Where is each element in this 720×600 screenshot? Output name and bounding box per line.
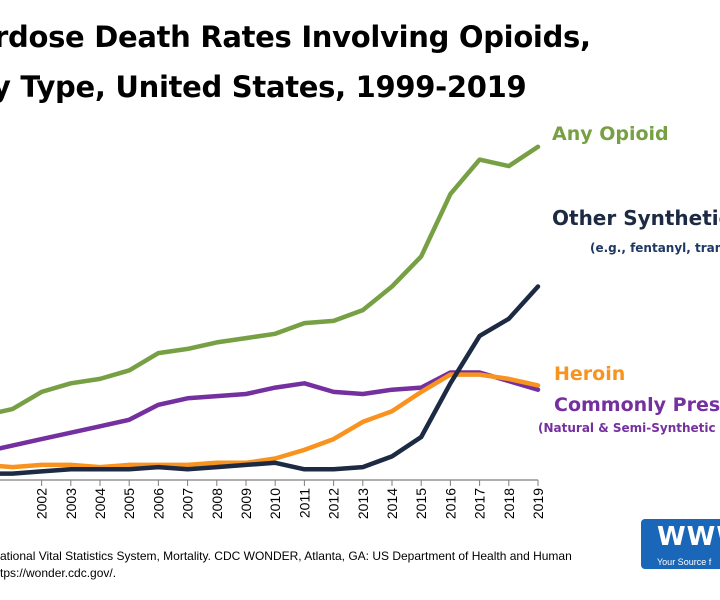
x-tick-label: 2005 xyxy=(121,488,137,519)
x-tick-label: 2016 xyxy=(442,488,458,519)
x-tick-label: 2003 xyxy=(63,488,79,519)
brand-logo[interactable]: WWW xyxy=(641,519,720,569)
label-other-synthetic-note: (e.g., fentanyl, trama xyxy=(590,241,720,255)
label-commonly-prescribed: Commonly Presc xyxy=(554,394,720,416)
chart-title-line-1: rdose Death Rates Involving Opioids, xyxy=(0,20,591,54)
series-line-prescription xyxy=(0,370,541,451)
x-tick-label: 2008 xyxy=(209,488,225,519)
series-line-any-opioid xyxy=(0,144,541,415)
chart-title-line-2: y Type, United States, 1999-2019 xyxy=(0,70,527,104)
x-tick-label: 2002 xyxy=(34,488,50,519)
x-tick-label: 2012 xyxy=(326,488,342,519)
x-tick-label: 2009 xyxy=(238,488,254,519)
x-tick-label: 2011 xyxy=(296,488,312,518)
logo-tagline: Your Source f xyxy=(657,557,712,567)
source-line-1: ational Vital Statistics System, Mortali… xyxy=(0,549,572,563)
x-axis: 2002 2003 2004 2005 2006 2007 2008 2009 2010 2011… xyxy=(0,479,546,519)
x-tick-label: 2018 xyxy=(501,488,517,519)
label-any-opioid: Any Opioid xyxy=(552,123,669,145)
series-lines xyxy=(0,144,541,476)
label-other-synthetic: Other Synthetic O xyxy=(552,206,720,230)
x-tick-label: 2006 xyxy=(150,488,166,519)
label-commonly-prescribed-note: (Natural & Semi-Synthetic O xyxy=(538,421,720,435)
x-tick-label: 2017 xyxy=(472,488,488,519)
label-heroin: Heroin xyxy=(554,363,626,385)
x-tick-label: 2007 xyxy=(180,488,196,519)
series-line-synthetic xyxy=(0,284,541,476)
x-tick-label: 2013 xyxy=(355,488,371,519)
x-tick-label: 2014 xyxy=(384,488,400,519)
source-line-2: tps://wonder.cdc.gov/. xyxy=(0,566,117,580)
x-tick-label: 2015 xyxy=(413,488,429,519)
logo-text: WWW xyxy=(657,522,720,552)
x-tick-label: 2004 xyxy=(92,488,108,519)
x-tick-label: 2019 xyxy=(530,488,546,519)
x-tick-label: 2010 xyxy=(267,488,283,519)
